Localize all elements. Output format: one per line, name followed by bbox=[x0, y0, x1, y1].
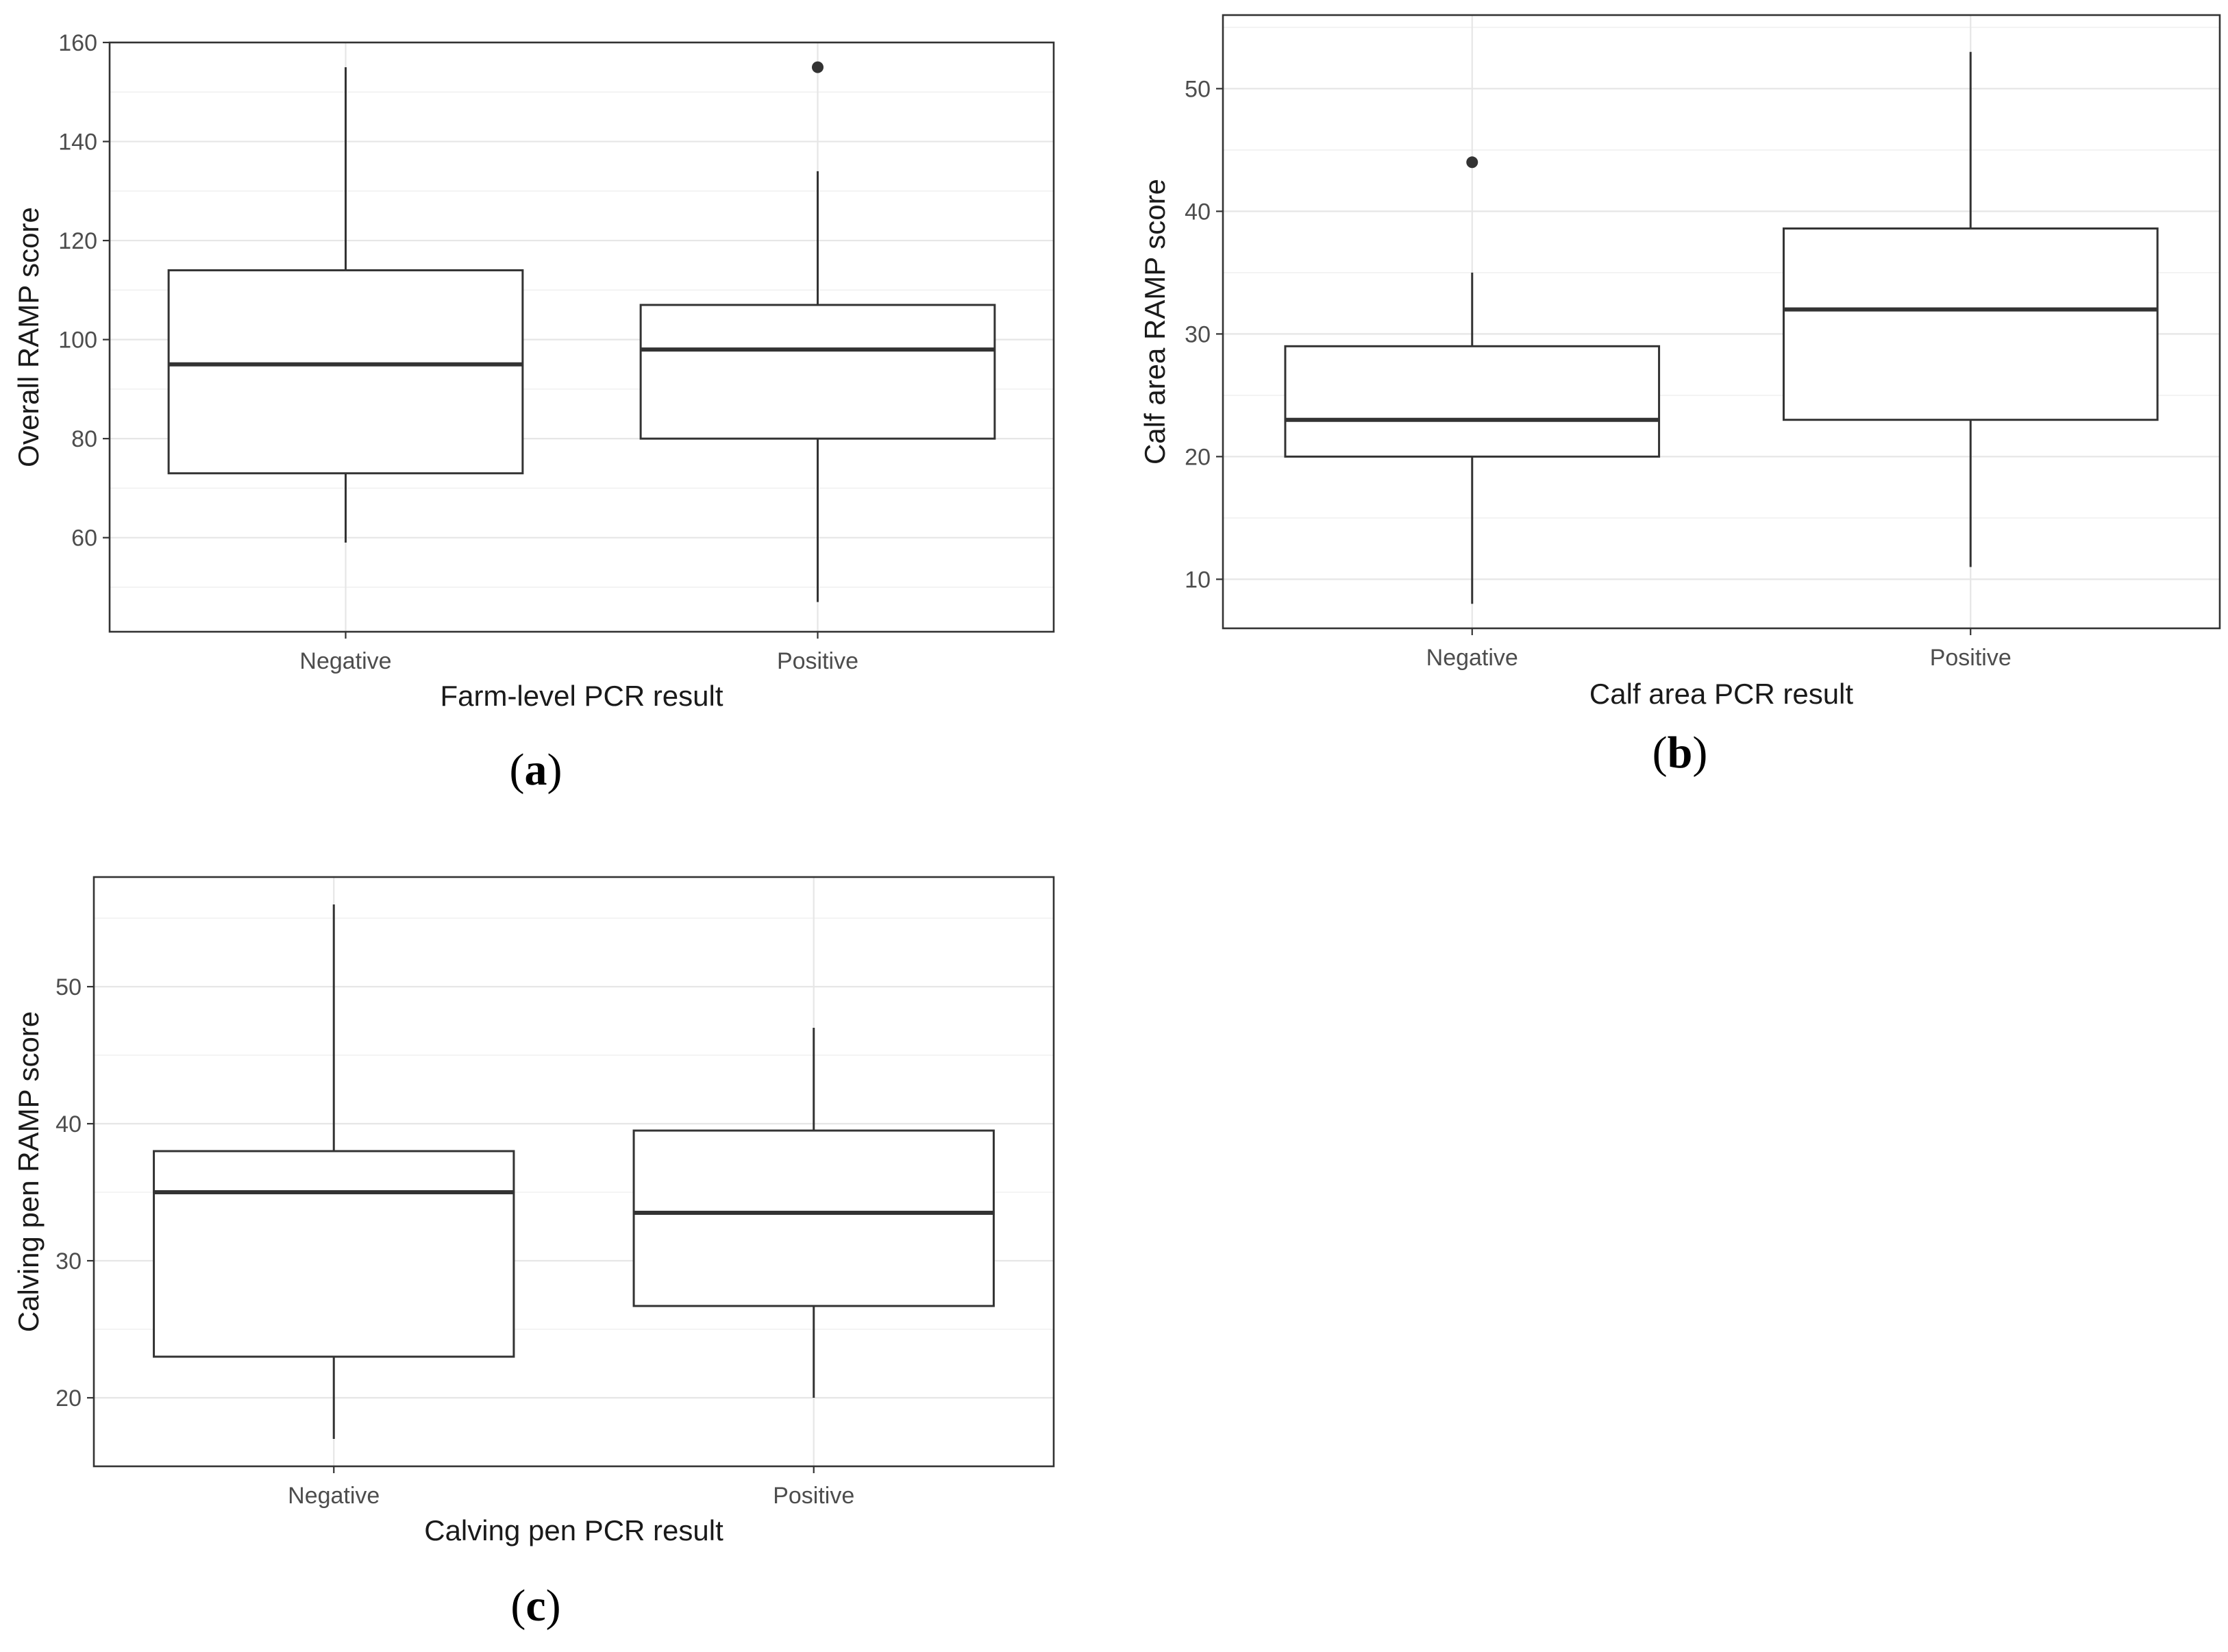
y-tick-label: 30 bbox=[55, 1248, 82, 1274]
panel-label-open-paren: ( bbox=[1653, 728, 1668, 778]
chart-panel-a: 60 80 100 120 140 160 Negative Positive Farm-lev… bbox=[12, 30, 1055, 795]
x-axis-title: Calving pen PCR result bbox=[424, 1514, 723, 1546]
y-tick-label: 80 bbox=[71, 426, 97, 452]
panel-border bbox=[108, 41, 1055, 633]
x-tick-label: Negative bbox=[1426, 645, 1518, 671]
x-axis-title: Farm-level PCR result bbox=[440, 680, 723, 712]
x-tick-label: Positive bbox=[1930, 645, 2012, 671]
panel-label-letter: c bbox=[525, 1581, 545, 1631]
y-tick-label: 20 bbox=[1185, 444, 1211, 470]
y-axis-title: Calf area RAMP score bbox=[1139, 179, 1171, 465]
y-axis-title: Overall RAMP score bbox=[12, 207, 45, 467]
x-tick-label: Negative bbox=[288, 1483, 380, 1509]
box-iqr bbox=[1284, 345, 1661, 458]
box-iqr bbox=[632, 1129, 995, 1307]
y-tick-label: 50 bbox=[55, 974, 82, 1000]
panel-label: (c) bbox=[510, 1581, 560, 1631]
panel-label-close-paren: ) bbox=[546, 1581, 561, 1631]
panel-label: (b) bbox=[1653, 728, 1708, 778]
x-tick-label: Negative bbox=[299, 648, 391, 674]
x-axis-title: Calf area PCR result bbox=[1589, 678, 1853, 710]
panel-label-open-paren: ( bbox=[510, 1581, 525, 1631]
box-iqr bbox=[153, 1150, 515, 1358]
x-tick-label: Positive bbox=[777, 648, 858, 674]
y-tick-label: 10 bbox=[1185, 567, 1211, 593]
outlier-point bbox=[812, 61, 824, 73]
box-iqr bbox=[1782, 227, 2159, 421]
outlier-point bbox=[1466, 156, 1478, 169]
y-tick-label: 40 bbox=[55, 1111, 82, 1137]
panel-label: (a) bbox=[510, 745, 562, 795]
y-axis-title: Calving pen RAMP score bbox=[12, 1011, 45, 1332]
y-tick-label: 140 bbox=[58, 130, 97, 156]
y-tick-label: 120 bbox=[58, 228, 97, 254]
chart-panel-c: 20 30 40 50 Negative Positive Calving pen PCR … bbox=[12, 876, 1055, 1631]
panel-label-open-paren: ( bbox=[510, 745, 525, 795]
panel-label-close-paren: ) bbox=[1692, 728, 1707, 778]
panel-border bbox=[92, 876, 1055, 1468]
y-tick-label: 20 bbox=[55, 1385, 82, 1411]
box-iqr bbox=[639, 304, 996, 440]
y-tick-label: 160 bbox=[58, 30, 97, 56]
chart-panel-b: 10 20 30 40 50 Negative Positive Calf area PCR … bbox=[1139, 14, 2221, 778]
panel-label-letter: b bbox=[1668, 728, 1693, 778]
panel-label-letter: a bbox=[525, 745, 547, 795]
y-tick-label: 50 bbox=[1185, 76, 1211, 102]
y-tick-label: 30 bbox=[1185, 321, 1211, 347]
y-tick-label: 100 bbox=[58, 328, 97, 354]
box-iqr bbox=[167, 269, 524, 475]
panel-border bbox=[1222, 14, 2221, 630]
y-tick-label: 60 bbox=[71, 526, 97, 552]
y-tick-label: 40 bbox=[1185, 199, 1211, 225]
panel-label-close-paren: ) bbox=[547, 745, 562, 795]
x-tick-label: Positive bbox=[773, 1483, 854, 1509]
